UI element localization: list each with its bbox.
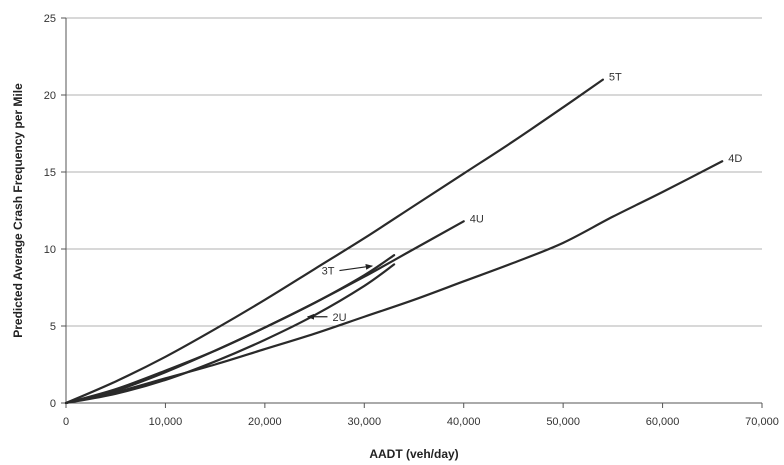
y-tick-label: 20 (44, 90, 56, 102)
curve-label-3t: 3T (322, 266, 335, 278)
curve-label-4d: 4D (728, 153, 742, 165)
arrow-3t (339, 266, 372, 271)
x-tick-label: 0 (63, 416, 69, 428)
series-lines (66, 80, 722, 403)
curve-label-2u: 2U (332, 312, 346, 324)
x-tick-label: 50,000 (546, 416, 580, 428)
x-tick-label: 20,000 (248, 416, 282, 428)
x-tick-label: 60,000 (646, 416, 680, 428)
curve-labels: 5T 4D 4U 3T 2U (308, 72, 743, 324)
series-line-5t (66, 80, 603, 403)
x-tick-label: 10,000 (149, 416, 183, 428)
x-tick-label: 30,000 (347, 416, 381, 428)
y-tick-label: 10 (44, 244, 56, 256)
y-tick-label: 25 (44, 13, 56, 25)
gridlines (66, 18, 762, 326)
x-axis-title: AADT (veh/day) (369, 447, 458, 461)
series-line-4d (66, 161, 722, 403)
x-tick-label: 40,000 (447, 416, 481, 428)
y-axis-ticks: 0 5 10 15 20 25 (44, 13, 66, 410)
curve-label-4u: 4U (470, 213, 484, 225)
y-tick-label: 5 (50, 321, 56, 333)
curve-label-5t: 5T (609, 72, 622, 84)
axes (66, 18, 762, 403)
y-tick-label: 0 (50, 398, 56, 410)
y-axis-title: Predicted Average Crash Frequency per Mi… (11, 83, 25, 338)
y-tick-label: 15 (44, 167, 56, 179)
x-tick-label: 70,000 (745, 416, 779, 428)
x-axis-ticks: 0 10,000 20,000 30,000 40,000 50,000 60,000 70,… (63, 403, 779, 428)
